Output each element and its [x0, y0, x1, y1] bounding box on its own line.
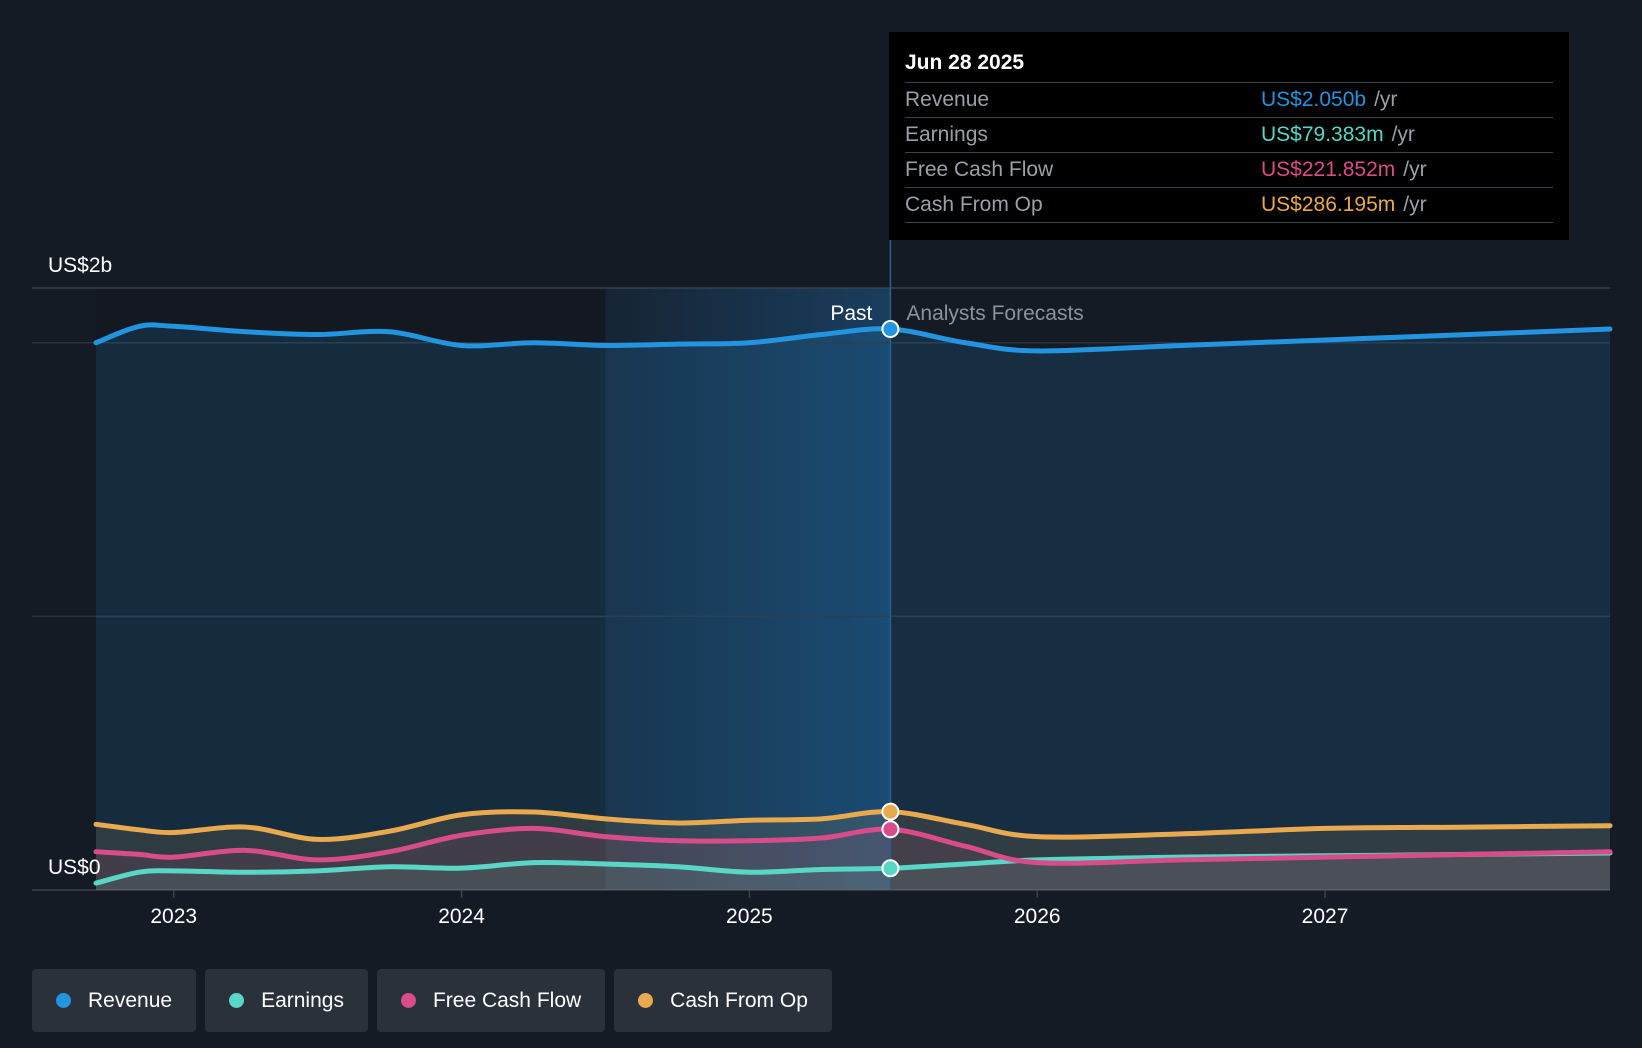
revenue-line	[93, 322, 1613, 354]
legend: Revenue Earnings Free Cash Flow Cash From O…	[32, 969, 832, 1032]
tooltip-date: Jun 28 2025	[905, 51, 1025, 74]
tooltip-row-revenue: Revenue US$2.050b/yr	[905, 82, 1553, 117]
x-axis-ticks: 2023 2024 2025 2026 2027	[150, 890, 1348, 928]
free-cash-flow-marker	[881, 820, 900, 839]
y-axis-top-label: US$2b	[48, 254, 112, 277]
free-cash-flow-line	[93, 825, 1613, 866]
series-markers	[881, 320, 900, 878]
forecast-label: Analysts Forecasts	[906, 302, 1083, 325]
tooltip-row-free-cash-flow: Free Cash Flow US$221.852m/yr	[905, 152, 1553, 187]
gridlines	[32, 287, 1610, 891]
tooltip-value: US$221.852m	[1261, 158, 1396, 181]
past-region	[96, 288, 606, 890]
revenue-area	[96, 324, 1610, 890]
series-areas	[96, 324, 1610, 890]
tooltip-label: Revenue	[905, 88, 990, 111]
tooltip-label: Cash From Op	[905, 193, 1043, 216]
x-tick-label: 2027	[1302, 905, 1349, 928]
tooltip-row-cash-from-op: Cash From Op US$286.195m/yr	[905, 187, 1553, 223]
legend-label: Cash From Op	[670, 988, 808, 1012]
tooltip-value: US$286.195m	[1261, 193, 1396, 216]
legend-label: Earnings	[261, 988, 344, 1012]
legend-item-cash-from-op[interactable]: Cash From Op	[614, 969, 832, 1032]
tooltip-unit: /yr	[1403, 193, 1427, 216]
tooltip-unit: /yr	[1374, 88, 1398, 111]
free-cash-flow-area	[96, 828, 1610, 890]
highlight-region	[605, 288, 891, 890]
y-axis-bottom-label: US$0	[48, 856, 101, 879]
tooltip-value: US$2.050b	[1261, 88, 1367, 111]
tooltip-label: Earnings	[905, 123, 988, 146]
legend-item-earnings[interactable]: Earnings	[205, 969, 368, 1032]
legend-label: Free Cash Flow	[432, 988, 582, 1012]
cash-from-op-line	[93, 809, 1613, 842]
tooltip-row-earnings: Earnings US$79.383m/yr	[905, 117, 1553, 152]
tooltip-value: US$79.383m	[1261, 123, 1384, 146]
series-lines	[93, 322, 1613, 886]
tooltip-unit: /yr	[1391, 123, 1415, 146]
tooltip: Jun 28 2025 Revenue US$2.050b/yr Earnings U…	[889, 32, 1569, 240]
cash-from-op-marker	[881, 802, 900, 821]
legend-dot-icon	[229, 993, 245, 1008]
tooltip-unit: /yr	[1403, 158, 1427, 181]
x-tick-label: 2023	[150, 905, 197, 928]
earnings-area	[96, 853, 1610, 890]
tooltip-label: Free Cash Flow	[905, 158, 1054, 181]
x-tick-label: 2026	[1014, 905, 1061, 928]
legend-dot-icon	[400, 993, 416, 1008]
past-label: Past	[830, 302, 872, 325]
x-tick-label: 2025	[726, 905, 773, 928]
revenue-marker	[881, 320, 900, 339]
earnings-marker	[881, 859, 900, 878]
legend-item-revenue[interactable]: Revenue	[32, 969, 197, 1032]
x-tick-label: 2024	[438, 905, 485, 928]
legend-label: Revenue	[88, 988, 173, 1012]
legend-dot-icon	[638, 993, 654, 1008]
legend-dot-icon	[56, 993, 71, 1008]
legend-item-free-cash-flow[interactable]: Free Cash Flow	[376, 969, 606, 1032]
